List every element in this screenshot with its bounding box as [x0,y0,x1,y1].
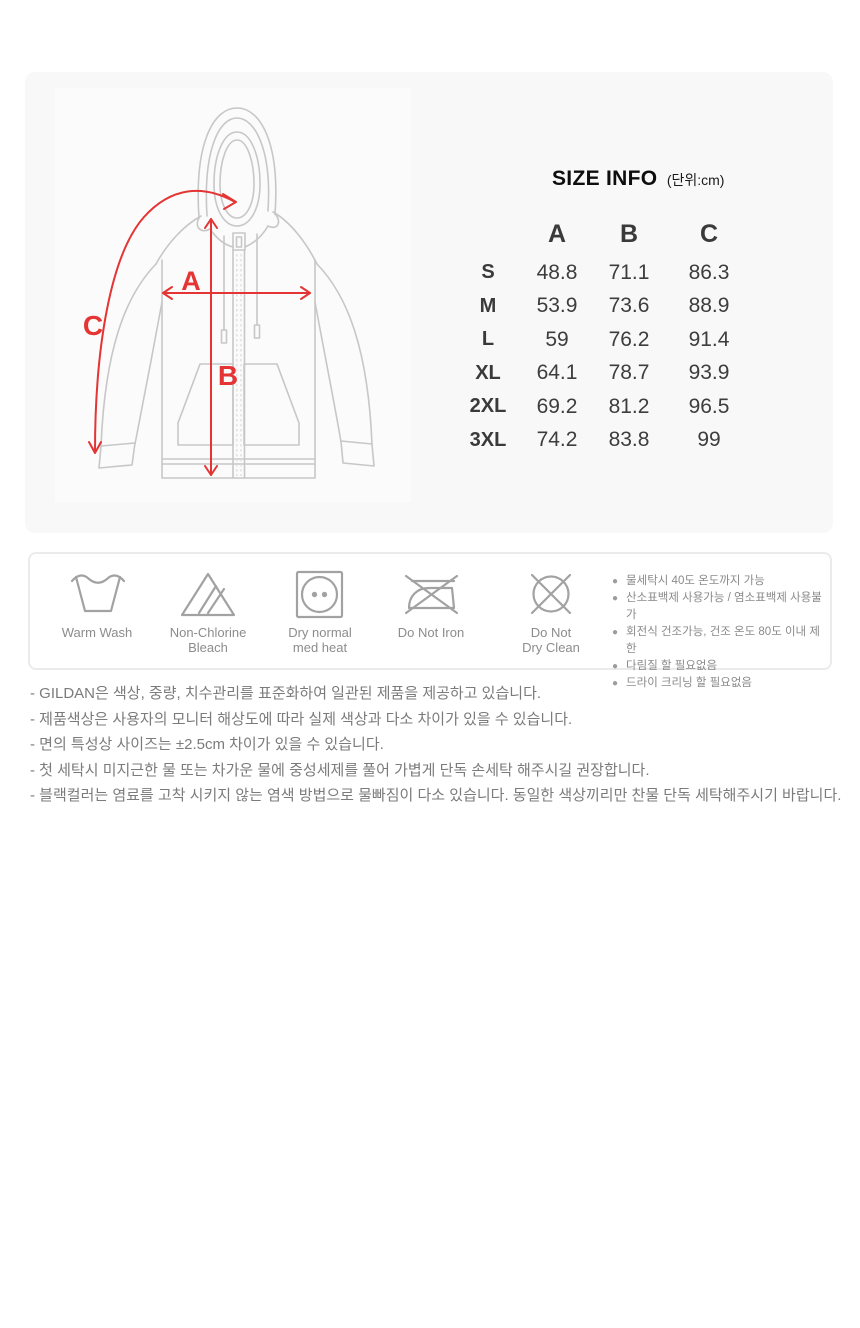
table-row: M 53.9 73.6 88.9 [452,290,758,324]
warm-wash-icon [37,568,157,620]
care-item-do-not-dry-clean: Do Not Dry Clean [491,568,611,655]
care-note-text: 물세탁시 40도 온도까지 가능 [626,575,765,587]
size-cell: 96.5 [688,394,730,418]
size-info-card: A B C SIZE INFO (단위:cm) A B C S 48.8 71.… [25,72,833,533]
kangaroo-pockets [177,363,300,446]
size-cell: 93.9 [688,361,730,385]
size-label: XL [475,361,501,384]
size-cell: 78.7 [608,361,650,385]
column-header-b: B [619,219,639,248]
care-item-do-not-iron: Do Not Iron [371,568,491,640]
size-cell: 59 [545,327,569,351]
note-line: - 블랙컬러는 염료를 고착 시키지 않는 염색 방법으로 물빠짐이 다소 있습… [30,787,842,805]
size-info-title: SIZE INFO (단위:cm) [552,167,724,191]
size-cell: 83.8 [608,428,650,452]
care-note-text: 다림질 할 필요없음 [626,660,718,672]
hoodie-measurement-diagram: A B C [55,88,411,502]
size-label: M [479,294,497,317]
note-line: - GILDAN은 색상, 중량, 치수관리를 표준화하여 일관된 제품을 제공… [30,685,542,702]
size-cell: 99 [697,428,721,452]
zipper [232,232,246,479]
table-row: S 48.8 71.1 86.3 [452,256,758,290]
care-note-item: ● 다림질 할 필요없음 [612,658,827,675]
bullet-icon: ● [612,627,619,638]
measurement-arrows [88,189,311,476]
drawstrings [220,233,261,344]
size-cell: 69.2 [536,394,578,418]
do-not-iron-icon [371,568,491,620]
care-note-text: 회전식 건조가능, 건조 온도 80도 이내 제한 [626,626,820,655]
do-not-dry-clean-icon [491,568,611,620]
size-cell: 73.6 [608,294,650,318]
product-notes: - GILDAN은 색상, 중량, 치수관리를 표준화하여 일관된 제품을 제공… [30,681,842,809]
label-b: B [218,360,238,391]
table-row: 2XL 69.2 81.2 96.5 [452,390,758,424]
size-cell: 74.2 [536,428,578,452]
care-item-non-chlorine-bleach: Non-Chlorine Bleach [148,568,268,655]
note-line: - 면의 특성상 사이즈는 ±2.5cm 차이가 있을 수 있습니다. [30,736,384,754]
size-table-header: A B C [452,212,758,256]
column-header-c: C [699,219,719,248]
care-instructions-card: Warm Wash Non-Chlorine Bleach [28,552,832,689]
size-label: 2XL [469,395,507,418]
size-cell: 48.8 [536,260,578,284]
care-notes-list: ● 물세탁시 40도 온도까지 가능 ● 산소표백제 사용가능 / 염소표백제 … [612,573,827,692]
size-cell: 64.1 [536,361,578,385]
table-row: XL 64.1 78.7 93.9 [452,357,758,391]
care-note-item: ● 드라이 크리닝 할 필요없음 [612,675,827,692]
care-note-item: ● 산소표백제 사용가능 / 염소표백제 사용불가 [612,590,827,624]
care-item-warm-wash: Warm Wash [37,568,157,640]
size-info-heading: SIZE INFO [552,167,658,190]
size-cell: 71.1 [608,260,650,284]
unit-label: (단위:cm) [666,172,725,188]
size-label: L [481,328,495,351]
size-label: S [481,261,495,284]
bullet-icon: ● [612,678,619,689]
size-table: A B C S 48.8 71.1 86.3 M 53.9 73.6 88.9 … [452,212,758,457]
bullet-icon: ● [612,576,619,587]
non-chlorine-bleach-icon [148,568,268,620]
label-a: A [181,266,201,296]
care-label: Warm Wash [61,625,133,640]
care-item-dry-normal: Dry normal med heat [260,568,380,655]
dry-normal-med-heat-icon [260,568,380,620]
size-cell: 76.2 [608,327,650,351]
zipper-teeth [236,254,242,476]
care-note-item: ● 회전식 건조가능, 건조 온도 80도 이내 제한 [612,624,827,658]
size-cell: 91.4 [688,327,730,351]
care-label: Non-Chlorine Bleach [169,625,247,655]
table-row: L 59 76.2 91.4 [452,323,758,357]
care-label: Do Not Dry Clean [522,625,580,655]
measurement-labels: A B C [83,266,238,391]
size-cell: 88.9 [688,294,730,318]
hoodie-outline [98,107,375,479]
note-line: - 첫 세탁시 미지근한 물 또는 차가운 물에 중성세제를 풀어 가볍게 단독… [30,761,650,779]
bullet-icon: ● [612,593,619,604]
column-header-a: A [547,219,567,248]
care-label: Do Not Iron [397,625,465,640]
bullet-icon: ● [612,661,619,672]
note-line: - 제품색상은 사용자의 모니터 해상도에 따라 실제 색상과 다소 차이가 있… [30,710,573,728]
size-label: 3XL [469,428,507,451]
size-cell: 81.2 [608,394,650,418]
label-c: C [83,310,103,341]
care-note-item: ● 물세탁시 40도 온도까지 가능 [612,573,827,590]
care-label: Dry normal med heat [288,625,352,655]
hoodie-diagram-svg: A B C [83,107,375,479]
size-cell: 53.9 [536,294,578,318]
size-cell: 86.3 [688,260,730,284]
table-row: 3XL 74.2 83.8 99 [452,424,758,458]
care-note-text: 드라이 크리닝 할 필요없음 [626,677,753,689]
care-note-text: 산소표백제 사용가능 / 염소표백제 사용불가 [626,592,822,621]
